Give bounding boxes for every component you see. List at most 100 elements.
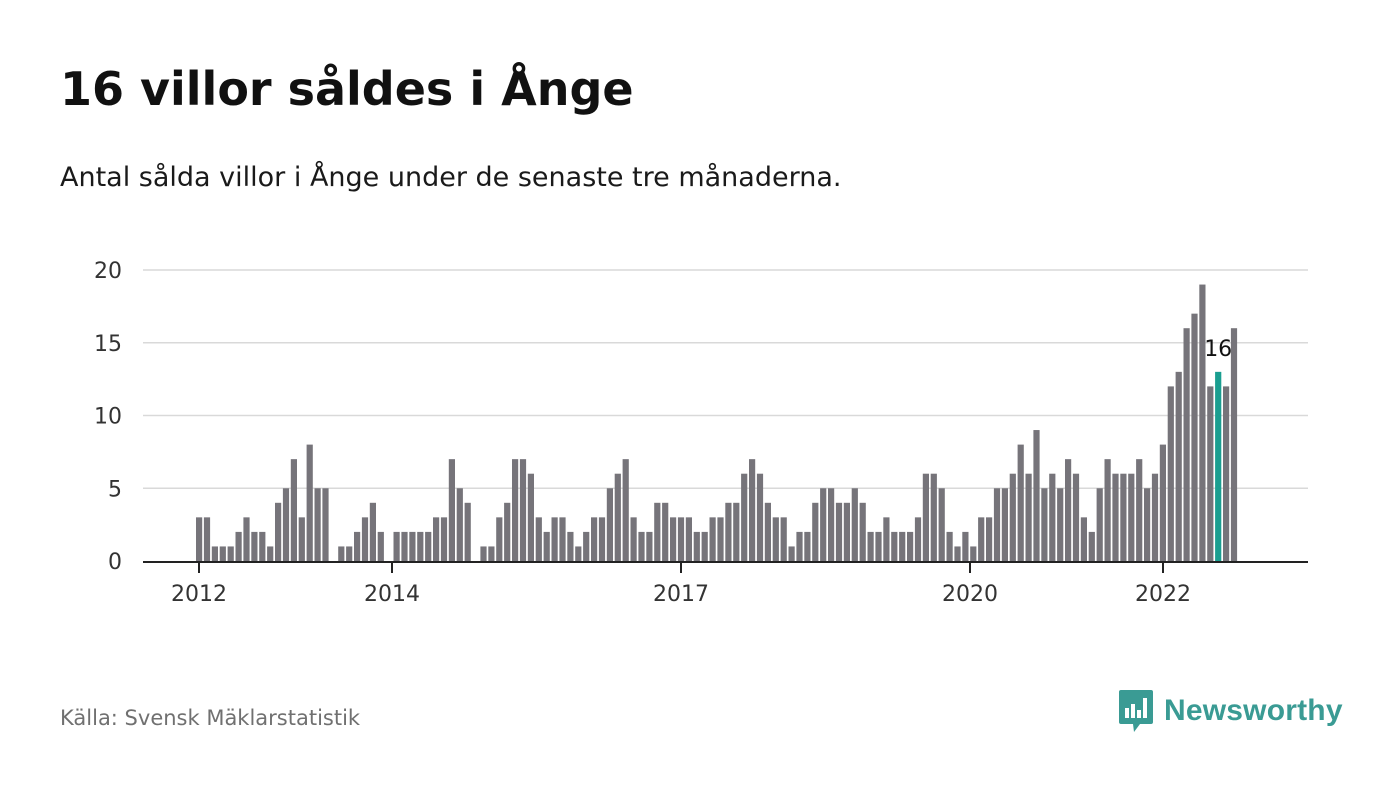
bar xyxy=(527,473,534,561)
bar xyxy=(835,502,843,561)
bar xyxy=(369,502,376,561)
bar xyxy=(519,459,527,561)
bar xyxy=(535,517,542,561)
bar xyxy=(211,546,218,561)
bar xyxy=(670,517,677,561)
bar xyxy=(282,488,290,561)
x-tick-label: 2014 xyxy=(364,582,420,607)
bar xyxy=(1009,473,1016,561)
bar xyxy=(1025,473,1032,561)
bar xyxy=(938,488,945,561)
bar xyxy=(1001,488,1008,561)
y-tick-label: 0 xyxy=(108,550,122,575)
bar xyxy=(1072,473,1080,561)
bar xyxy=(725,502,732,561)
bar xyxy=(930,473,937,561)
bar xyxy=(606,488,613,561)
bar xyxy=(196,517,203,561)
bar xyxy=(1049,473,1056,561)
bar xyxy=(677,517,685,561)
bar xyxy=(567,531,574,561)
bar xyxy=(788,546,795,561)
bar xyxy=(899,531,906,561)
bar xyxy=(496,517,503,561)
bar-highlight xyxy=(1215,371,1222,561)
bar xyxy=(227,546,234,561)
bar xyxy=(796,531,803,561)
bar xyxy=(662,502,669,561)
bar xyxy=(543,531,550,561)
bar xyxy=(591,517,598,561)
bar xyxy=(828,488,835,561)
bar xyxy=(1223,386,1230,561)
bar xyxy=(480,546,487,561)
x-tick-label: 2017 xyxy=(653,582,709,607)
bar xyxy=(709,517,716,561)
bar xyxy=(646,531,653,561)
bar xyxy=(425,531,432,561)
y-axis-ticks: 0 5 10 15 20 xyxy=(94,259,122,575)
x-axis-ticks: 2012 2014 2017 2020 2022 xyxy=(171,562,1191,607)
bar xyxy=(1151,473,1159,561)
y-tick-label: 15 xyxy=(94,332,122,357)
bar xyxy=(275,502,282,561)
bar xyxy=(630,517,637,561)
bar xyxy=(1128,473,1135,561)
bar xyxy=(883,517,890,561)
bar xyxy=(685,517,692,561)
bar xyxy=(433,517,440,561)
bar xyxy=(764,502,771,561)
bar xyxy=(891,531,898,561)
x-tick-label: 2020 xyxy=(942,582,998,607)
bar xyxy=(701,531,708,561)
bar xyxy=(583,531,590,561)
bar xyxy=(1033,430,1040,561)
bar xyxy=(314,488,321,561)
bar xyxy=(1191,313,1198,561)
bar-chart-speech-bubble-icon xyxy=(1119,690,1153,732)
bar xyxy=(243,517,250,561)
bar xyxy=(993,488,1001,561)
bar xyxy=(914,517,922,561)
bar xyxy=(907,531,914,561)
bar xyxy=(638,531,645,561)
bar xyxy=(1104,459,1111,561)
bar xyxy=(622,459,629,561)
bar xyxy=(417,531,424,561)
bar xyxy=(512,459,519,561)
bar xyxy=(559,517,566,561)
bar xyxy=(456,488,463,561)
bar xyxy=(393,531,400,561)
bar xyxy=(401,531,408,561)
bar xyxy=(1230,328,1238,561)
brand-name: Newsworthy xyxy=(1164,694,1343,727)
bar xyxy=(820,488,827,561)
grid-lines xyxy=(143,269,1308,489)
bar xyxy=(575,546,582,561)
y-tick-label: 5 xyxy=(108,477,122,502)
bar xyxy=(1207,386,1214,561)
bar xyxy=(986,517,993,561)
bar xyxy=(251,531,258,561)
bar xyxy=(741,473,748,561)
bar xyxy=(235,531,242,561)
bar xyxy=(298,517,305,561)
bar xyxy=(1136,459,1143,561)
bar xyxy=(504,502,511,561)
bar xyxy=(377,531,384,561)
bar xyxy=(1057,488,1064,561)
bar xyxy=(203,517,211,561)
bar xyxy=(772,517,779,561)
bar xyxy=(1175,371,1182,561)
bar xyxy=(780,517,787,561)
bar xyxy=(346,546,353,561)
bar xyxy=(812,502,819,561)
bar xyxy=(1096,488,1103,561)
bar xyxy=(1120,473,1127,561)
bar xyxy=(464,502,471,561)
bar xyxy=(962,531,969,561)
bar xyxy=(361,517,369,561)
highlight-value-label: 16 xyxy=(1204,337,1232,362)
bar xyxy=(733,502,740,561)
bar xyxy=(448,459,455,561)
